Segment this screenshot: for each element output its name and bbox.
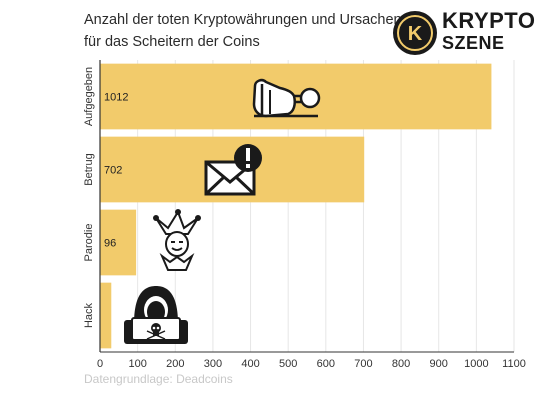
envelope-warning-icon xyxy=(204,144,262,196)
value-label: 96 xyxy=(104,238,116,250)
category-label: Parodie xyxy=(83,224,95,262)
x-tick-label: 400 xyxy=(241,358,259,370)
x-tick-label: 300 xyxy=(204,358,222,370)
source-note: Datengrundlage: Deadcoins xyxy=(84,372,233,386)
bars xyxy=(100,63,492,349)
value-labels: 1012 702 96 xyxy=(104,92,128,250)
x-tick-label: 600 xyxy=(317,358,335,370)
bar-parodie xyxy=(100,209,137,276)
bar-icons xyxy=(124,78,321,344)
logo-coin-icon: K xyxy=(393,11,437,55)
chart-title-line-1: Anzahl der toten Kryptowährungen und Urs… xyxy=(84,12,402,28)
x-tick-label: 800 xyxy=(392,358,410,370)
category-label: Aufgegeben xyxy=(83,67,95,126)
x-tick-label: 700 xyxy=(354,358,372,370)
logo-text-krypto: KRYPTO xyxy=(442,8,536,33)
x-tick-label: 900 xyxy=(430,358,448,370)
x-axis-ticks: 0 100 200 300 400 500 600 700 800 900 1000 1100 xyxy=(97,358,526,370)
x-tick-label: 1100 xyxy=(502,358,526,370)
logo-mark: K xyxy=(408,23,423,45)
x-tick-label: 100 xyxy=(128,358,146,370)
hacker-icon xyxy=(124,286,188,344)
category-label: Betrug xyxy=(83,153,95,185)
x-tick-label: 500 xyxy=(279,358,297,370)
value-label: 702 xyxy=(104,165,122,177)
logo-text-szene: SZENE xyxy=(442,33,505,53)
brand-logo: K KRYPTO SZENE xyxy=(392,8,536,60)
bar-hack xyxy=(100,282,112,349)
axes xyxy=(99,60,514,353)
category-labels: Aufgegeben Betrug Parodie Hack xyxy=(83,67,95,328)
x-tick-label: 200 xyxy=(166,358,184,370)
jester-icon xyxy=(153,209,201,271)
x-tick-label: 1000 xyxy=(464,358,488,370)
chart-title-line-2: für das Scheitern der Coins xyxy=(84,34,260,50)
chess-pawn-fallen-icon xyxy=(252,78,321,118)
x-tick-label: 0 xyxy=(97,358,103,370)
category-label: Hack xyxy=(83,302,95,328)
value-label: 1012 xyxy=(104,92,128,104)
